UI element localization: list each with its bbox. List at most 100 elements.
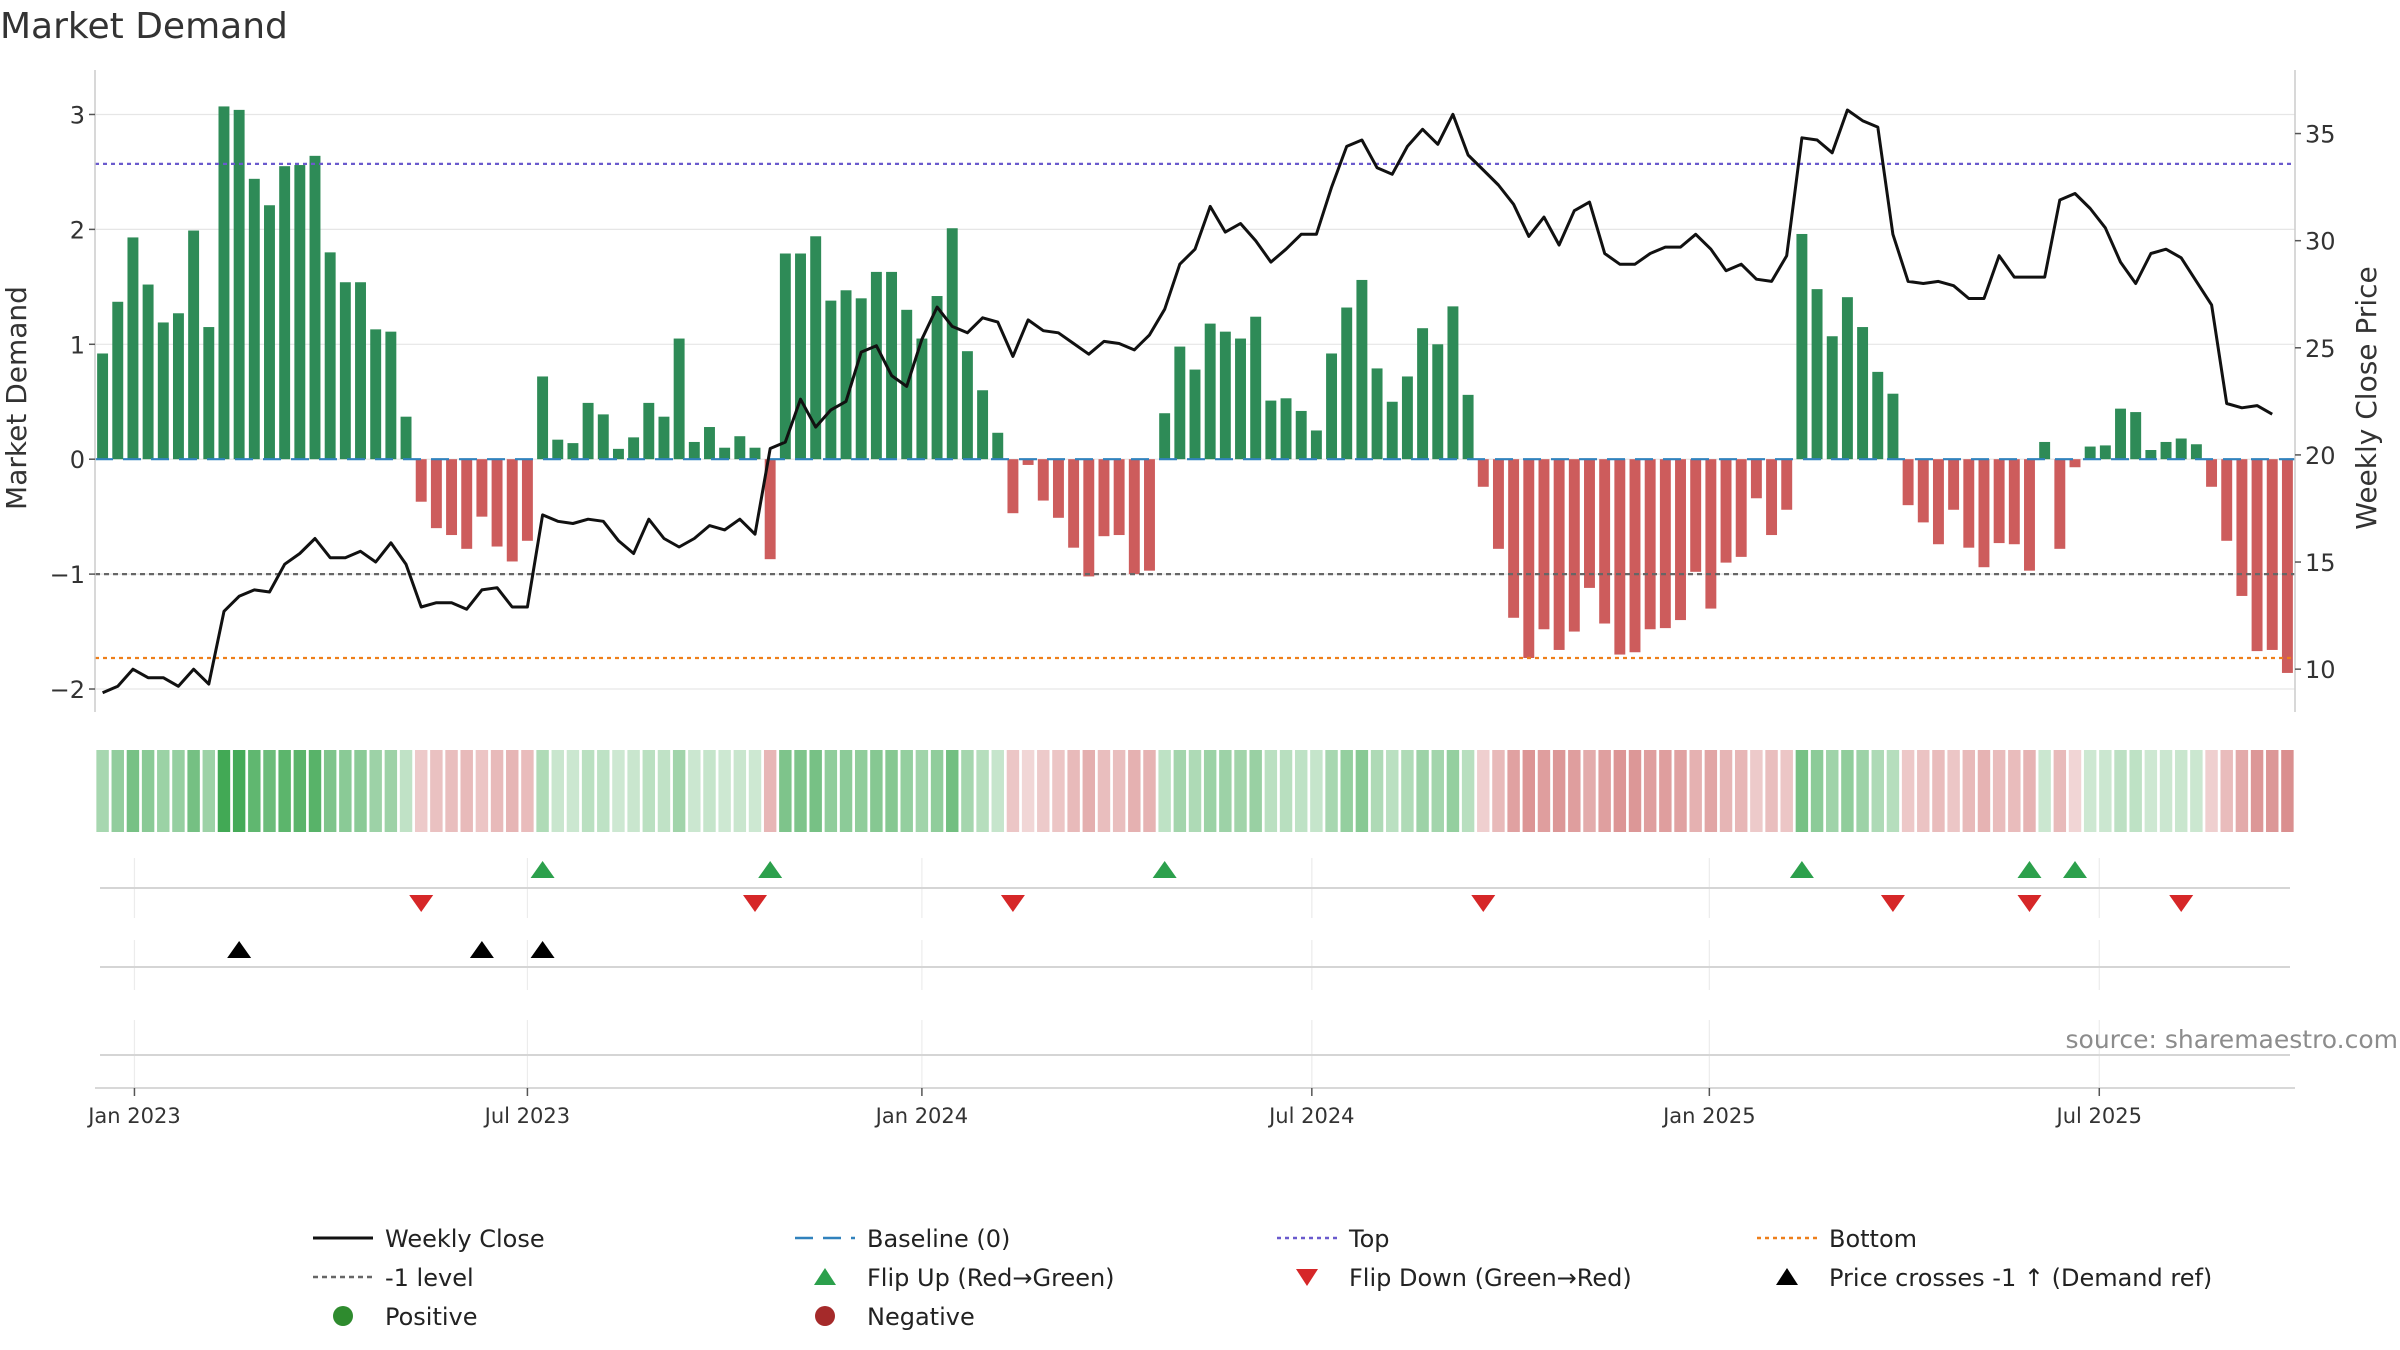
- heat-cell-positive: [2114, 750, 2127, 832]
- heat-cell-positive: [126, 750, 140, 832]
- heat-cell-negative: [1583, 750, 1596, 832]
- heat-cell-negative: [1507, 750, 1520, 832]
- heat-cell-positive: [248, 750, 261, 832]
- demand-bar-negative: [476, 459, 488, 517]
- demand-bar-positive: [1386, 401, 1398, 460]
- demand-bar-positive: [628, 437, 640, 460]
- legend-positive-swatch: [333, 1306, 353, 1326]
- heat-cell-negative: [763, 750, 777, 832]
- demand-bar-positive: [2130, 412, 2142, 460]
- y-right-tick-label: 35: [2305, 121, 2336, 149]
- heat-cell-negative: [430, 750, 443, 832]
- heat-cell-positive: [779, 750, 792, 832]
- heat-cell-positive: [1279, 750, 1293, 832]
- demand-bar-negative: [1113, 459, 1125, 536]
- flip-down-marker: [1471, 895, 1496, 912]
- demand-bar-negative: [1492, 459, 1504, 549]
- heat-cell-positive: [718, 750, 731, 832]
- heat-cell-positive: [612, 750, 625, 832]
- demand-bar-negative: [1932, 459, 1944, 545]
- legend-cross-swatch: [1776, 1268, 1798, 1285]
- demand-bar-positive: [279, 166, 291, 460]
- heat-cell-positive: [1886, 750, 1900, 832]
- demand-bar-negative: [1963, 459, 1975, 548]
- heat-cell-negative: [2281, 750, 2294, 832]
- y-right-tick-label: 25: [2305, 335, 2336, 363]
- demand-bar-positive: [673, 338, 685, 460]
- legend-label-minus-one: -1 level: [385, 1264, 474, 1292]
- heat-cell-positive: [809, 750, 822, 832]
- heat-cell-positive: [339, 750, 352, 832]
- heat-cell-negative: [1674, 750, 1687, 832]
- heat-cell-positive: [930, 750, 944, 832]
- heat-cell-positive: [885, 750, 898, 832]
- heat-cell-negative: [521, 750, 534, 832]
- flip-down-marker: [743, 895, 767, 912]
- demand-bar-negative: [1993, 459, 2005, 544]
- heat-cell-positive: [642, 750, 656, 832]
- demand-bar-positive: [688, 441, 700, 460]
- heat-cell-positive: [1340, 750, 1353, 832]
- demand-bar-negative: [1037, 459, 1049, 501]
- flip-down-marker: [2017, 895, 2042, 912]
- demand-bar-negative: [2251, 459, 2263, 652]
- demand-bar-positive: [870, 271, 882, 460]
- heat-cell-positive: [2129, 750, 2142, 832]
- heat-cell-positive: [1355, 750, 1369, 832]
- demand-bar-positive: [264, 205, 275, 460]
- heat-cell-negative: [460, 750, 473, 832]
- demand-bar-positive: [1341, 307, 1353, 460]
- heat-cell-positive: [870, 750, 883, 832]
- heat-cell-positive: [794, 750, 807, 832]
- y-left-tick-label: −2: [50, 676, 85, 704]
- heat-cell-negative: [1932, 750, 1945, 832]
- demand-bar-negative: [1523, 459, 1535, 658]
- demand-bar-positive: [203, 327, 215, 460]
- heat-cell-positive: [187, 750, 200, 832]
- demand-bar-negative: [2024, 459, 2035, 571]
- y-left-tick-label: −1: [50, 561, 85, 589]
- demand-bar-positive: [1219, 331, 1231, 460]
- demand-bar-positive: [977, 390, 989, 460]
- heat-cell-positive: [1461, 750, 1475, 832]
- demand-bar-positive: [355, 282, 366, 460]
- demand-bar-positive: [734, 436, 746, 460]
- heat-cell-positive: [1249, 750, 1262, 832]
- demand-bar-positive: [400, 416, 412, 460]
- demand-bar-negative: [2069, 459, 2081, 468]
- x-tick-label: Jan 2024: [874, 1104, 969, 1128]
- demand-bar-negative: [1948, 459, 1960, 510]
- demand-bar-negative: [1917, 459, 1929, 523]
- demand-bar-negative: [1781, 459, 1793, 510]
- demand-bar-negative: [446, 459, 458, 536]
- demand-bar-positive: [795, 253, 806, 460]
- heat-cell-negative: [414, 750, 428, 832]
- x-tick-label: Jan 2025: [1661, 1104, 1756, 1128]
- heat-cell-positive: [202, 750, 216, 832]
- heat-cell-negative: [1901, 750, 1915, 832]
- demand-bar-positive: [1204, 323, 1216, 460]
- demand-bar-negative: [2008, 459, 2020, 545]
- demand-bar-positive: [2099, 445, 2111, 460]
- heat-cell-positive: [232, 750, 246, 832]
- demand-bar-negative: [1766, 459, 1778, 536]
- demand-bar-positive: [1811, 289, 1823, 460]
- heat-cell-positive: [2174, 750, 2188, 832]
- heat-cell-negative: [1143, 750, 1156, 832]
- demand-bar-negative: [1568, 459, 1580, 632]
- heat-cell-negative: [1552, 750, 1566, 832]
- demand-bar-positive: [1796, 233, 1808, 460]
- demand-bar-negative: [491, 459, 503, 547]
- heat-cell-negative: [1037, 750, 1050, 832]
- y-right-tick-label: 15: [2305, 549, 2336, 577]
- heat-cell-negative: [445, 750, 458, 832]
- demand-bar-positive: [946, 228, 958, 460]
- heat-cell-negative: [1962, 750, 1976, 832]
- legend-flip-down-swatch: [1296, 1269, 1318, 1286]
- heat-cell-positive: [1810, 750, 1824, 832]
- demand-bar-positive: [658, 416, 670, 460]
- demand-bar-positive: [1447, 306, 1459, 460]
- demand-bar-positive: [309, 155, 321, 460]
- heat-cell-positive: [263, 750, 276, 832]
